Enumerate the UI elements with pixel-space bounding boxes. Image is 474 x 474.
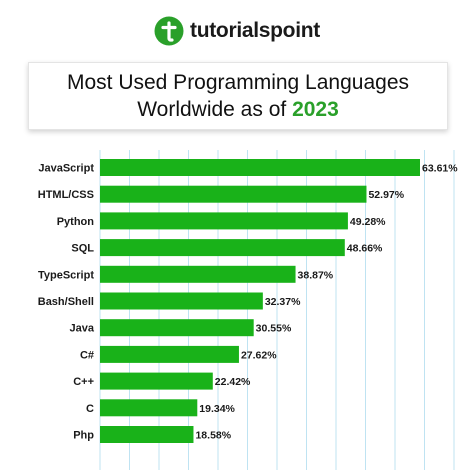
chart-title-line-1: Most Used Programming Languages <box>66 71 409 94</box>
brand-header: tutorialspoint <box>0 14 474 48</box>
value-label: 32.37% <box>265 296 301 308</box>
value-label: 49.28% <box>350 216 386 228</box>
category-label: SQL <box>71 243 94 255</box>
category-label: Bash/Shell <box>38 296 94 308</box>
value-label: 38.87% <box>298 269 334 281</box>
category-label: JavaScript <box>38 163 94 175</box>
value-label: 52.97% <box>368 189 404 201</box>
bar-java <box>100 319 254 337</box>
brand-name: tutorialspoint <box>190 19 320 42</box>
bar-php <box>100 426 194 443</box>
bar-chart-svg: JavaScript 63.61% HTML/CSS 52.97% Python 49.2… <box>38 150 458 470</box>
category-label: Php <box>73 430 94 442</box>
bar-typescript <box>100 265 296 283</box>
value-label: 22.42% <box>215 376 251 388</box>
category-label: Java <box>70 323 95 335</box>
category-label: TypeScript <box>38 269 94 281</box>
grid-lines <box>99 150 455 470</box>
value-label: 30.55% <box>256 323 292 335</box>
chart-title-year: 2023 <box>292 98 339 121</box>
chart-title-line-2: Worldwide as of 2023 <box>137 96 339 123</box>
bar-c- <box>100 372 213 390</box>
value-label: 48.66% <box>347 243 383 255</box>
category-label: C <box>86 403 94 415</box>
bar-javascript <box>100 159 420 176</box>
bar-sql <box>100 239 345 257</box>
bar-c- <box>100 345 239 363</box>
bar-c <box>100 399 198 417</box>
chart-title-box: Most Used Programming Languages Worldwid… <box>28 62 448 130</box>
value-label: 19.34% <box>199 403 235 415</box>
bar-html-css <box>100 185 367 203</box>
category-label: HTML/CSS <box>38 189 94 201</box>
bar-python <box>100 212 348 230</box>
tutorialspoint-logo-icon <box>154 16 184 46</box>
value-label: 63.61% <box>422 163 458 175</box>
category-label: C# <box>80 349 94 361</box>
chart-title-line-2-text: Worldwide as of <box>137 98 293 121</box>
bar-chart: JavaScript 63.61% HTML/CSS 52.97% Python 49.2… <box>0 150 474 474</box>
value-label: 27.62% <box>241 349 277 361</box>
category-label: Python <box>57 216 95 228</box>
bar-bash-shell <box>100 292 263 310</box>
category-label: C++ <box>73 376 94 388</box>
value-label: 18.58% <box>195 430 231 442</box>
